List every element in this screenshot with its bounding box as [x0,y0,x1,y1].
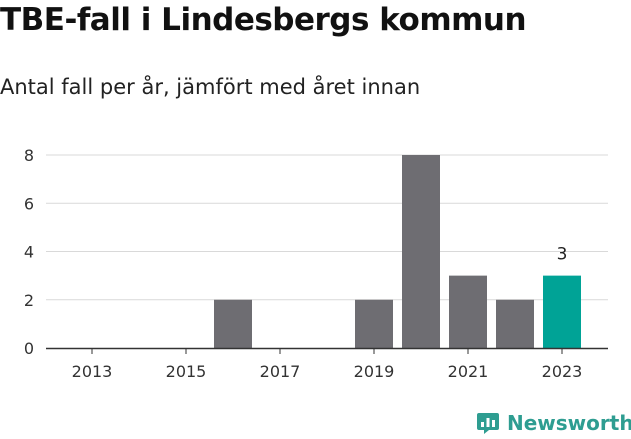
brand-name: Newsworthy [507,411,631,435]
bar [214,299,252,348]
bar-highlight [543,275,581,348]
data-label: 3 [557,245,568,265]
bar [496,299,534,348]
y-tick-label: 2 [24,291,34,310]
bar-chart: 0 2 4 6 8 3 2013 2015 2017 2019 2021 2023 [24,146,608,381]
bar [355,299,393,348]
brand-logo: Newsworthy [476,408,631,438]
x-tick-label: 2023 [542,362,583,381]
x-tick-label: 2021 [448,362,489,381]
x-tick-label: 2017 [260,362,301,381]
x-tick-label: 2013 [72,362,113,381]
y-tick-label: 6 [24,194,34,213]
x-tick-label: 2019 [354,362,395,381]
x-tick-label: 2015 [166,362,207,381]
newsworthy-chart-icon [477,413,499,434]
y-tick-label: 8 [24,146,34,165]
chart-subtitle: Antal fall per år, jämfört med året inna… [0,75,421,99]
chart-title: TBE-fall i Lindesbergs kommun [0,2,527,38]
bar [449,275,487,348]
y-tick-label: 4 [24,243,34,262]
bar [402,155,440,348]
y-tick-label: 0 [24,339,34,358]
